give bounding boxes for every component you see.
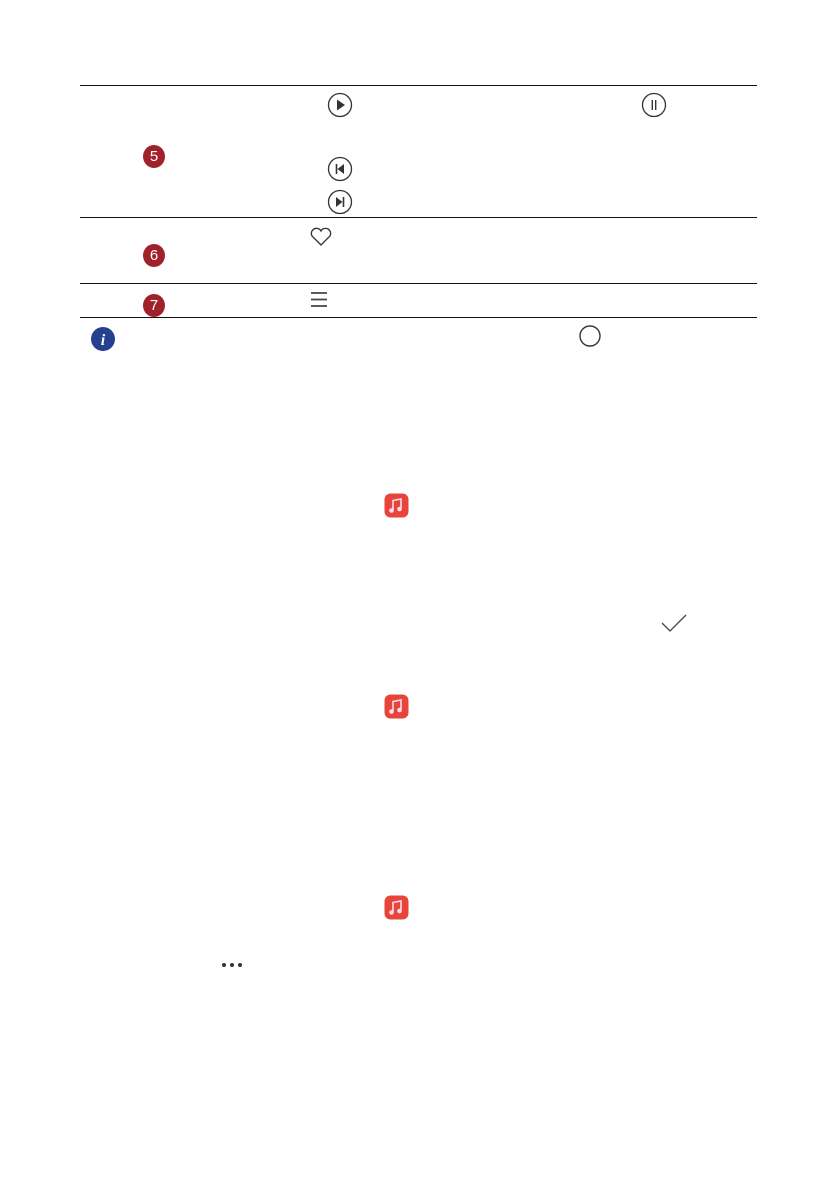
info-icon: i <box>91 327 115 351</box>
pause-icon <box>641 92 667 118</box>
previous-icon <box>327 156 353 182</box>
svg-text:i: i <box>101 332 106 349</box>
music-app-icon <box>384 895 409 920</box>
menu-icon <box>311 292 327 307</box>
home-circle-icon <box>579 325 601 347</box>
more-dots-icon <box>222 963 242 967</box>
table-rule <box>80 217 757 218</box>
music-app-icon <box>384 493 409 518</box>
callout-badge-6: 6 <box>143 244 165 267</box>
callout-badge-5: 5 <box>143 145 165 168</box>
table-rule <box>80 85 757 86</box>
heart-icon <box>310 227 332 246</box>
next-icon <box>327 189 353 215</box>
checkmark-icon <box>661 614 687 632</box>
table-rule <box>80 317 757 318</box>
music-app-icon <box>384 694 409 719</box>
callout-badge-7: 7 <box>143 294 165 317</box>
table-rule <box>80 283 757 284</box>
play-icon <box>327 92 353 118</box>
